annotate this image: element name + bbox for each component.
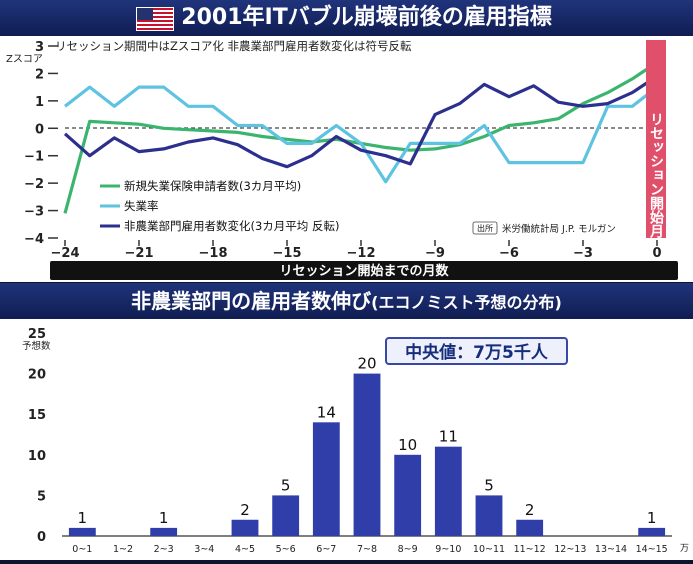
source-note: 出所 米労働統計局 J.P. モルガン (472, 221, 616, 235)
top-title-band: 2001年ITバブル崩壊前後の雇用指標 (0, 0, 693, 36)
x-tick-label: −9 (425, 246, 445, 261)
y-tick-label: −2 (24, 177, 44, 192)
y-tick-label: −1 (24, 150, 44, 165)
series-line-unemployment (64, 85, 658, 184)
bar-y-tick-label: 15 (28, 408, 46, 423)
bar-category-label: 1~2 (113, 544, 133, 555)
bar-value-label: 11 (439, 428, 458, 446)
legend-label-unemployment: 失業率 (124, 199, 159, 213)
bar-y-axis-label: 予想数 (22, 340, 51, 352)
x-tick-label: −18 (199, 246, 228, 261)
bar (231, 519, 259, 536)
legend-label-claims: 新規失業保険申請者数(3カ月平均) (124, 179, 301, 193)
bar-y-tick-label: 20 (28, 368, 46, 383)
bar-chart-panel: 予想数 0 5 10 15 20 25 1 1 2 5 14 20 10 11 5 2 1 0~1 1~2 2~3… (0, 319, 693, 560)
median-callout: 中央値：7万5千人 (385, 337, 568, 365)
bar (516, 519, 544, 536)
bar-category-label: 13~14 (595, 544, 627, 555)
bar-value-label: 14 (317, 403, 336, 421)
line-chart-panel: リセッション期間中はZスコア化 非農業部門雇用者数変化は符号反転 Zスコア −4… (0, 36, 693, 282)
bar-value-label: 1 (78, 509, 88, 527)
x-tick-label: −12 (347, 246, 376, 261)
bar-value-label: 5 (484, 476, 494, 494)
y-tick-label: 0 (35, 122, 44, 137)
bar (150, 527, 178, 536)
x-tick-label: −21 (125, 246, 154, 261)
bar-value-label: 1 (159, 509, 169, 527)
bar (272, 495, 300, 536)
x-tick-label: 0 (652, 246, 661, 261)
bar (68, 527, 96, 536)
x-tick-label: −15 (273, 246, 302, 261)
bar-y-tick-label: 5 (37, 489, 46, 504)
source-text: 米労働統計局 J.P. モルガン (502, 223, 616, 235)
y-tick-label: 1 (35, 95, 44, 110)
bottom-title-suffix: (エコノミスト予想の分布) (371, 293, 562, 312)
bar (312, 422, 340, 536)
y-tick-label: 2 (35, 67, 44, 82)
bar-value-label: 2 (525, 501, 535, 519)
series-line-payrolls (63, 74, 658, 169)
bar-y-tick-label: 10 (28, 449, 46, 464)
x-axis-label: リセッション開始までの月数 (279, 263, 449, 279)
bar (394, 454, 422, 536)
x-axis-label-bar (50, 261, 678, 280)
y-tick-label: −3 (24, 205, 44, 220)
bar-category-label: 7~8 (357, 544, 377, 555)
bar-value-label: 20 (357, 355, 376, 373)
bottom-title-main: 非農業部門の雇用者数伸び (131, 289, 372, 313)
line-chart: リセッション期間中はZスコア化 非農業部門雇用者数変化は符号反転 Zスコア −4… (6, 39, 678, 280)
bar-category-label: 9~10 (435, 544, 461, 555)
bar-category-label: 3~4 (194, 544, 214, 555)
bottom-chart-title: 非農業部門の雇用者数伸び(エコノミスト予想の分布) (0, 283, 693, 321)
bar-x-unit: 万 (680, 544, 689, 554)
bar-category-label: 4~5 (235, 544, 255, 555)
bar (475, 495, 503, 536)
bar-y-tick-label: 0 (37, 530, 46, 545)
bar-value-label: 2 (240, 501, 250, 519)
bar-value-label: 10 (398, 436, 417, 454)
recession-marker (646, 40, 666, 238)
bar-y-tick-label: 25 (28, 327, 46, 342)
bar-category-label: 2~3 (154, 544, 174, 555)
line-chart-subtitle: リセッション期間中はZスコア化 非農業部門雇用者数変化は符号反転 (55, 39, 412, 53)
bar-category-label: 11~12 (514, 544, 546, 555)
bar-value-label: 5 (281, 476, 291, 494)
bottom-title-band: 非農業部門の雇用者数伸び(エコノミスト予想の分布) (0, 283, 693, 319)
bar-category-label: 5~6 (276, 544, 296, 555)
y-axis-label: Zスコア (6, 54, 43, 65)
y-tick-label: 3 (35, 40, 44, 55)
recession-label: リセッション開始月 (648, 112, 665, 239)
bar-value-label: 1 (647, 509, 657, 527)
us-flag-icon (136, 7, 174, 31)
bar-category-label: 12~13 (554, 544, 586, 555)
bar-category-label: 14~15 (636, 544, 668, 555)
x-tick-label: −3 (573, 246, 593, 261)
bar (638, 527, 666, 536)
y-tick-label: −4 (24, 232, 44, 247)
bar (353, 373, 381, 536)
source-tag: 出所 (477, 223, 493, 233)
top-chart-title: 2001年ITバブル崩壊前後の雇用指標 (181, 5, 552, 30)
x-tick-label: −24 (51, 246, 80, 261)
bar-category-label: 8~9 (398, 544, 418, 555)
x-tick-label: −6 (499, 246, 519, 261)
legend-label-payrolls: 非農業部門雇用者数変化(3カ月平均 反転) (124, 219, 339, 233)
bar-category-label: 10~11 (473, 544, 505, 555)
bar (434, 446, 462, 536)
bar-category-label: 0~1 (72, 544, 92, 555)
bar-category-label: 6~7 (316, 544, 336, 555)
legend: 新規失業保険申請者数(3カ月平均) 失業率 非農業部門雇用者数変化(3カ月平均 … (100, 179, 339, 233)
